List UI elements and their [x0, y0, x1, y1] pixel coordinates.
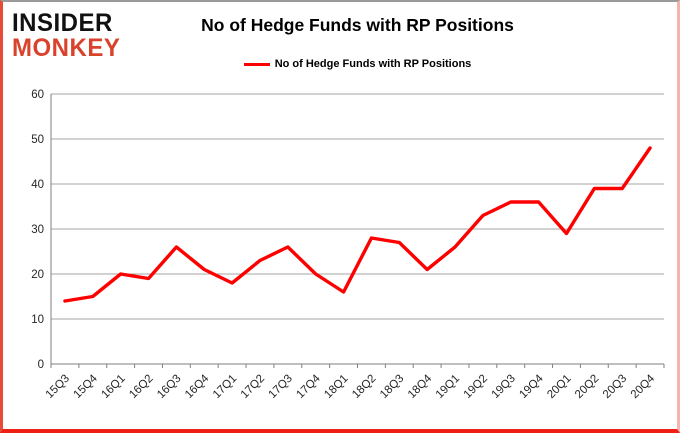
- y-axis-tick-label: 20: [31, 269, 44, 281]
- x-axis-tick-label: 18Q2: [350, 373, 378, 401]
- x-axis-tick-label: 17Q3: [267, 373, 295, 401]
- x-axis-tick-label: 18Q3: [378, 373, 406, 401]
- y-axis-tick-label: 40: [31, 179, 44, 191]
- chart-title: No of Hedge Funds with RP Positions: [201, 15, 514, 35]
- logo-text-insider: INSIDER: [12, 8, 113, 38]
- x-axis-tick-label: 20Q2: [573, 373, 601, 401]
- x-axis-tick-label: 17Q1: [211, 373, 239, 401]
- x-axis-tick-label: 20Q4: [629, 372, 658, 401]
- x-axis-tick-label: 16Q1: [99, 373, 127, 401]
- x-axis-tick-label: 15Q4: [72, 372, 101, 401]
- x-axis-tick-label: 19Q1: [434, 373, 462, 401]
- x-axis-tick-label: 16Q2: [127, 373, 155, 401]
- x-axis-tick-label: 20Q3: [601, 373, 629, 401]
- y-axis-tick-label: 0: [38, 359, 44, 371]
- x-axis-tick-label: 19Q2: [462, 373, 490, 401]
- logo-text-monkey: MONKEY: [12, 33, 121, 62]
- y-axis-tick-label: 30: [31, 224, 44, 236]
- data-line: [63, 146, 652, 303]
- x-axis-tick-label: 16Q4: [183, 372, 212, 401]
- x-axis-tick-label: 19Q3: [489, 373, 517, 401]
- x-axis-tick-label: 17Q2: [239, 373, 267, 401]
- insider-monkey-logo: INSIDER MONKEY: [12, 11, 120, 60]
- y-axis-tick-label: 60: [31, 89, 44, 101]
- y-axis-tick-label: 10: [31, 314, 44, 326]
- chart-legend: No of Hedge Funds with RP Positions: [51, 58, 664, 70]
- y-axis-tick-label: 50: [31, 134, 44, 146]
- x-axis-tick-label: 20Q1: [545, 373, 573, 401]
- x-axis-tick-label: 18Q4: [406, 372, 435, 401]
- x-axis-tick-label: 15Q3: [44, 373, 72, 401]
- x-axis-tick-label: 17Q4: [294, 372, 323, 401]
- legend-label: No of Hedge Funds with RP Positions: [274, 58, 472, 70]
- x-axis-tick-label: 18Q1: [322, 373, 350, 401]
- x-axis-tick-label: 16Q3: [155, 373, 183, 401]
- legend-line-swatch: [243, 62, 270, 66]
- x-axis-tick-label: 19Q4: [517, 372, 546, 401]
